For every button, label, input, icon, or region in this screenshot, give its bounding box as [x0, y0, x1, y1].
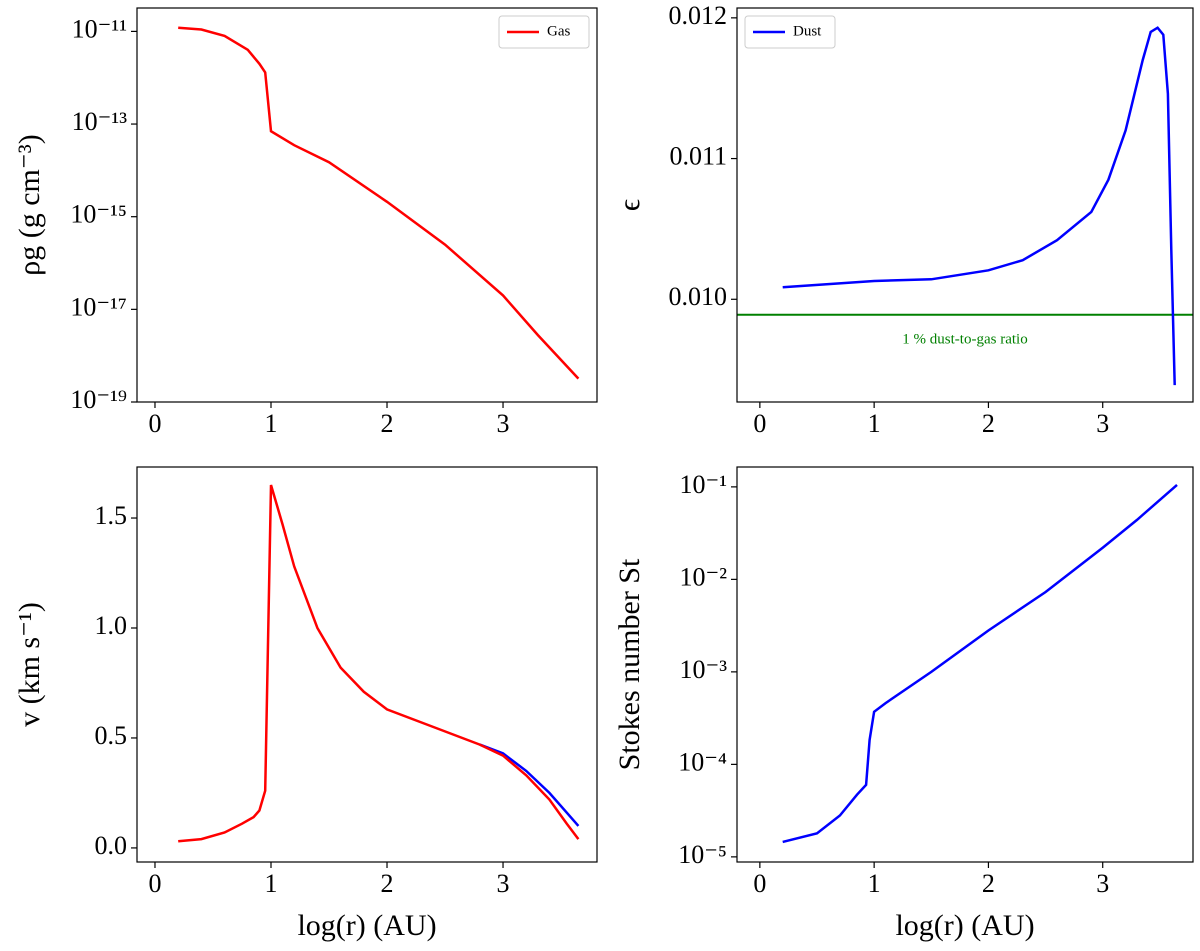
- y-axis-label: v (km s⁻¹): [13, 602, 46, 727]
- x-tick-label: 3: [1096, 869, 1109, 898]
- data-line: [782, 26, 1176, 386]
- y-tick-label: 10⁻⁴: [678, 747, 727, 776]
- y-tick-label: 10⁻¹: [679, 470, 727, 499]
- y-tick-label: 10⁻³: [679, 655, 727, 684]
- x-tick-label: 3: [497, 869, 510, 898]
- legend-box: [744, 15, 836, 49]
- panel: 0 1 2 3 0.010 0.011 0.012 1 % dust-to-gas ratio…: [613, 1, 1194, 438]
- y-tick-label: 0.012: [669, 1, 728, 30]
- legend-label: Dust: [793, 23, 822, 39]
- x-tick-label: 0: [148, 869, 161, 898]
- legend-label: Gas: [547, 23, 570, 39]
- y-tick-label: 10⁻¹³: [72, 107, 128, 136]
- y-tick-label: 0.5: [95, 721, 128, 750]
- y-tick-label: 10⁻²: [679, 562, 727, 591]
- x-tick-label: 1: [264, 869, 277, 898]
- x-tick-label: 1: [868, 869, 881, 898]
- y-tick-label: 0.011: [669, 142, 727, 171]
- y-axis-label: Stokes number St: [613, 558, 646, 770]
- y-tick-label: 10⁻¹⁵: [70, 200, 127, 229]
- y-tick-label: 10⁻⁵: [678, 840, 727, 869]
- x-tick-label: 1: [264, 409, 277, 438]
- x-axis-label: log(r) (AU): [297, 909, 436, 942]
- y-tick-label: 1.5: [95, 501, 128, 530]
- axes-frame: [136, 466, 598, 863]
- x-tick-label: 2: [982, 869, 995, 898]
- data-line: [178, 26, 580, 380]
- x-axis-label: log(r) (AU): [895, 909, 1034, 942]
- panel: 0 1 2 3 0.0 0.5 1.0 1.5 v (km s⁻¹) log(r) (AU): [13, 466, 598, 942]
- axes-frame: [736, 466, 1194, 863]
- data-line: [782, 483, 1178, 844]
- x-tick-label: 2: [381, 869, 394, 898]
- y-tick-label: 10⁻¹⁹: [70, 385, 127, 414]
- x-tick-label: 0: [753, 869, 766, 898]
- y-tick-label: 0.0: [95, 831, 128, 860]
- data-line: [479, 743, 580, 827]
- y-tick-label: 0.010: [669, 282, 728, 311]
- legend-box: [498, 15, 590, 49]
- y-tick-label: 1.0: [95, 611, 128, 640]
- x-tick-label: 1: [868, 409, 881, 438]
- x-tick-label: 0: [753, 409, 766, 438]
- x-tick-label: 3: [1096, 409, 1109, 438]
- axes-frame: [136, 7, 598, 403]
- x-tick-label: 2: [982, 409, 995, 438]
- y-axis-label: ρg (g cm⁻³): [13, 134, 46, 275]
- annotation: 1 % dust-to-gas ratio: [902, 331, 1027, 347]
- x-tick-label: 2: [381, 409, 394, 438]
- data-line: [178, 484, 580, 843]
- panel: 0 1 2 3 10⁻¹ 10⁻² 10⁻³ 10⁻⁴ 10⁻⁵ Stokes number St…: [613, 466, 1194, 942]
- x-tick-label: 3: [497, 409, 510, 438]
- y-axis-label: ϵ: [613, 199, 646, 211]
- axes-frame: [736, 7, 1194, 403]
- x-tick-label: 0: [148, 409, 161, 438]
- y-tick-label: 10⁻¹⁷: [70, 292, 127, 321]
- panel: 0 1 2 3 10⁻¹¹ 10⁻¹³ 10⁻¹⁵ 10⁻¹⁷ 10⁻¹⁹ Gas ρg (g cm…: [13, 7, 598, 438]
- y-tick-label: 10⁻¹¹: [72, 14, 127, 43]
